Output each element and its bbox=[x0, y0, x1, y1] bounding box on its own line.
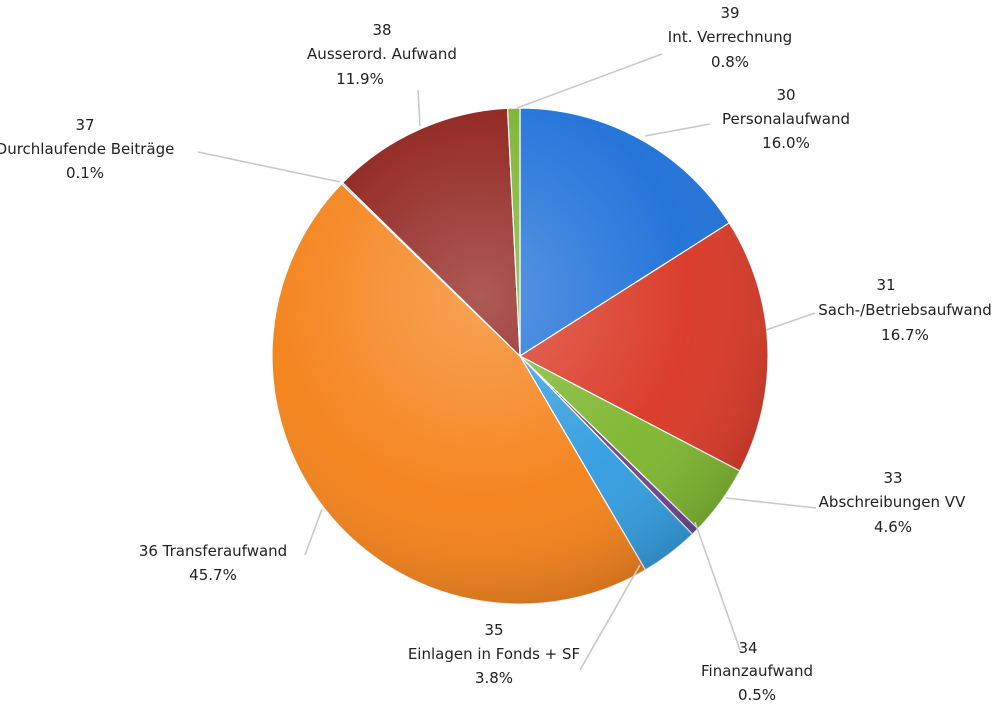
slice-label-33-code: 33 bbox=[883, 469, 902, 487]
slice-label-30-code: 30 bbox=[776, 86, 795, 104]
slice-label-34-name: Finanzaufwand bbox=[701, 662, 813, 680]
slice-label-35-name: Einlagen in Fonds + SF bbox=[408, 645, 580, 663]
slice-label-39-name: Int. Verrechnung bbox=[668, 28, 792, 46]
leader-line-34 bbox=[694, 521, 741, 651]
slice-label-37-name: Durchlaufende Beiträge bbox=[0, 140, 174, 158]
leader-line-31 bbox=[765, 312, 816, 331]
slice-label-38-pct: 11.9% bbox=[336, 70, 384, 88]
slice-label-33-name: Abschreibungen VV bbox=[819, 493, 966, 511]
slice-label-39-code: 39 bbox=[720, 4, 739, 22]
slice-label-35-pct: 3.8% bbox=[475, 669, 513, 687]
slice-label-34-pct: 0.5% bbox=[738, 686, 776, 704]
leader-line-35 bbox=[579, 564, 641, 671]
slice-label-35-code: 35 bbox=[484, 621, 503, 639]
leader-line-36 bbox=[304, 508, 323, 556]
slice-label-38-code: 38 bbox=[372, 21, 391, 39]
slice-label-39-pct: 0.8% bbox=[711, 53, 749, 71]
slice-label-31-name: Sach-/Betriebsaufwand bbox=[818, 301, 991, 319]
leader-line-39 bbox=[516, 53, 663, 109]
slice-label-36-pct: 45.7% bbox=[189, 566, 237, 584]
leader-line-33 bbox=[725, 497, 817, 509]
slice-label-30-pct: 16.0% bbox=[762, 134, 810, 152]
pie-slices bbox=[271, 107, 769, 605]
slice-label-37-pct: 0.1% bbox=[66, 164, 104, 182]
leader-line-37 bbox=[197, 151, 341, 183]
slice-label-31-code: 31 bbox=[876, 276, 895, 294]
slice-label-37-code: 37 bbox=[75, 116, 94, 134]
slice-label-36-codename: 36 Transferaufwand bbox=[139, 542, 287, 560]
slice-label-33-pct: 4.6% bbox=[874, 518, 912, 536]
leader-lines bbox=[197, 53, 817, 671]
slice-labels: 30 Personalaufwand 16.0% 31 Sach-/Betriebsau… bbox=[0, 4, 992, 704]
slice-label-38-name: Ausserord. Aufwand bbox=[307, 45, 457, 63]
leader-line-30 bbox=[644, 123, 711, 137]
slice-label-30-name: Personalaufwand bbox=[722, 110, 850, 128]
leader-line-38 bbox=[417, 89, 421, 127]
slice-label-31-pct: 16.7% bbox=[881, 326, 929, 344]
slice-label-34-code: 34 bbox=[738, 639, 757, 657]
